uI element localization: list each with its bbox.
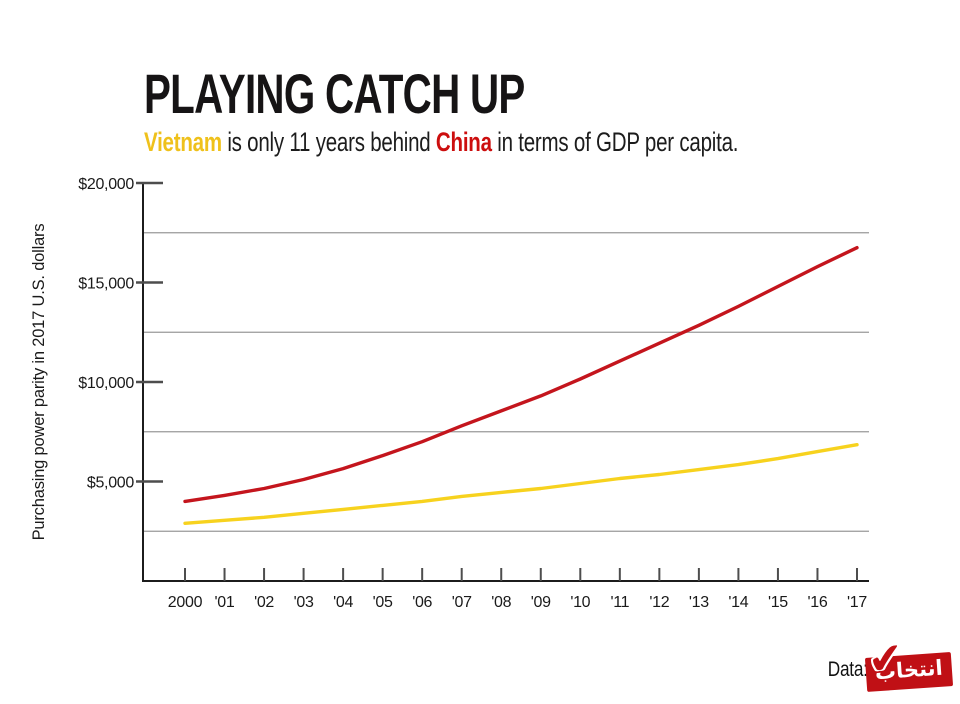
x-axis-tick-label: '05 [373, 594, 393, 611]
x-axis-tick-label: '08 [491, 594, 511, 611]
chart-canvas: $20,000 $15,000 $10,000 $5,000 2000 '01 '02 '0… [30, 176, 869, 611]
entekhab-logo: ✔ انتخاب [865, 632, 954, 694]
x-axis-tick-label: '11 [610, 594, 629, 611]
y-axis-tick-label: $15,000 [78, 276, 134, 293]
x-axis-tick-label: '13 [689, 594, 709, 611]
subtitle-middle: is only 11 years behind [221, 127, 436, 157]
subtitle-china: China [435, 127, 492, 157]
subtitle-vietnam: Vietnam [144, 127, 222, 157]
x-axis-tick-label: '04 [333, 594, 353, 611]
x-axis-tick-label: '10 [570, 594, 590, 611]
y-axis-tick-label: $5,000 [87, 475, 135, 492]
source-attribution: Data: ✔ انتخاب [819, 632, 954, 696]
x-axis-tick-label: '14 [728, 594, 748, 611]
x-axis-tick-label: 2000 [168, 594, 203, 611]
chart-subtitle: Vietnam is only 11 years behind China in… [144, 126, 738, 158]
y-axis-tick-label: $10,000 [78, 375, 134, 392]
x-axis-tick-label: '12 [649, 594, 669, 611]
y-axis-tick-label: $20,000 [78, 176, 134, 193]
y-axis: $20,000 $15,000 $10,000 $5,000 [78, 176, 163, 581]
entekhab-checkmark-icon: ✔ [865, 632, 906, 685]
x-axis-tick-label: '07 [452, 594, 472, 611]
x-axis-tick-label: '09 [531, 594, 551, 611]
x-axis-tick-label: '01 [215, 594, 235, 611]
x-axis-tick-label: '02 [254, 594, 274, 611]
data-source-label: Data: [828, 658, 868, 681]
x-axis-tick-label: '16 [807, 594, 827, 611]
y-axis-title: Purchasing power parity in 2017 U.S. dol… [30, 224, 48, 541]
x-axis-tick-label: '17 [847, 594, 867, 611]
x-axis-tick-label: '06 [412, 594, 432, 611]
subtitle-end: in terms of GDP per capita. [491, 127, 739, 157]
x-axis-tick-label: '03 [294, 594, 314, 611]
x-axis-tick-label: '15 [768, 594, 788, 611]
china-line [183, 245, 859, 504]
x-axis: 2000 '01 '02 '03 '04 '05 '06 '07 '08 '09 '10 '11 '12… [142, 568, 869, 611]
page-title: PLAYING CATCH UP [144, 61, 525, 125]
vietnam-line [183, 443, 859, 525]
series-lines [183, 245, 859, 525]
gridlines [143, 232, 869, 532]
